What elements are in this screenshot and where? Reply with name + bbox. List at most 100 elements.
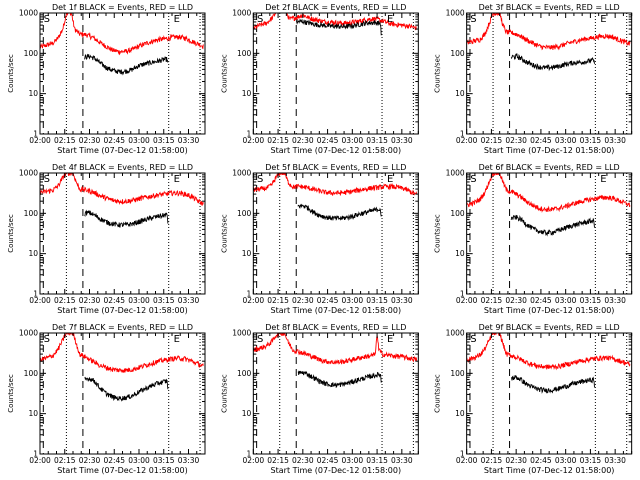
series-events [510,53,595,72]
x-axis-label: Start Time (07-Dec-12 01:58:00) [271,146,402,155]
x-tick-label: 02:45 [317,296,339,305]
x-tick-label: 02:15 [267,296,289,305]
y-tick-label: 1 [247,290,252,299]
y-tick-label: 10 [455,89,465,98]
x-tick-label: 02:30 [292,456,314,465]
x-tick-label: 02:45 [530,136,552,145]
x-tick-label: 02:45 [103,136,125,145]
start-marker: S [470,174,476,185]
y-tick-label: 100 [237,209,252,218]
chart-title: Det 1f BLACK = Events, RED = LLD [52,3,193,12]
x-axis-label: Start Time (07-Dec-12 01:58:00) [484,466,615,475]
chart-title: Det 3f BLACK = Events, RED = LLD [479,3,620,12]
x-tick-label: 02:45 [103,296,125,305]
x-tick-label: 02:30 [292,296,314,305]
y-tick-label: 100 [450,49,465,58]
x-tick-label: 02:15 [54,136,76,145]
y-tick-label: 100 [450,369,465,378]
x-tick-label: 03:30 [178,136,200,145]
x-tick-label: 02:30 [79,456,101,465]
series-events [510,214,595,237]
x-tick-label: 02:45 [530,456,552,465]
plot-frame [466,12,633,135]
y-tick-label: 10 [28,89,38,98]
end-marker: E [600,334,606,345]
y-tick-label: 1 [460,450,465,459]
start-marker: S [470,14,476,25]
x-tick-label: 02:45 [317,456,339,465]
chart-title: Det 7f BLACK = Events, RED = LLD [52,323,193,332]
x-tick-label: 02:30 [292,136,314,145]
x-tick-label: 03:00 [555,456,577,465]
y-tick-label: 100 [237,49,252,58]
plot-frame [252,172,419,295]
start-marker: S [44,14,50,25]
x-tick-label: 02:45 [530,296,552,305]
plot-area [466,333,631,454]
y-axis-label: Counts/sec [434,374,442,413]
x-tick-label: 02:00 [243,296,265,305]
series-events [297,203,382,222]
start-marker: S [44,334,50,345]
plot-frame [252,332,419,455]
y-axis-label: Counts/sec [7,214,15,253]
end-marker: E [387,334,393,345]
x-tick-label: 02:00 [29,296,51,305]
y-tick-label: 100 [450,209,465,218]
chart-panel-7: Det 7f BLACK = Events, RED = LLD Counts/s… [7,323,206,475]
y-tick-label: 1 [460,290,465,299]
x-tick-label: 02:15 [54,296,76,305]
start-marker: S [257,14,263,25]
x-tick-label: 02:30 [505,456,527,465]
series-events [295,18,382,36]
x-tick-label: 03:30 [604,456,626,465]
x-tick-label: 03:30 [604,136,626,145]
x-tick-label: 02:15 [54,456,76,465]
x-tick-label: 02:00 [243,136,265,145]
y-tick-label: 1 [460,130,465,139]
x-tick-label: 03:00 [128,136,150,145]
chart-title: Det 5f BLACK = Events, RED = LLD [265,163,406,172]
x-tick-label: 02:45 [317,136,339,145]
chart-panel-3: Det 3f BLACK = Events, RED = LLD Counts/s… [434,3,633,155]
y-tick-label: 100 [237,369,252,378]
x-tick-label: 03:00 [128,296,150,305]
y-axis-label: Counts/sec [220,374,228,413]
series-lld [253,13,418,31]
chart-panel-8: Det 8f BLACK = Events, RED = LLD Counts/s… [220,323,419,475]
y-tick-label: 10 [28,249,38,258]
y-axis-label: Counts/sec [7,374,15,413]
x-tick-label: 03:15 [366,456,388,465]
plot-area [253,173,418,294]
y-axis-label: Counts/sec [220,214,228,253]
series-lld [466,333,631,371]
plot-area [40,13,204,134]
series-events [84,209,169,228]
y-tick-label: 1000 [446,169,465,178]
y-axis-label: Counts/sec [7,54,15,93]
x-tick-label: 02:00 [29,456,51,465]
x-tick-label: 02:00 [243,456,265,465]
series-events [510,375,595,394]
series-events [84,376,169,402]
y-tick-label: 1000 [446,9,465,18]
x-tick-label: 03:15 [580,136,602,145]
chart-panel-6: Det 6f BLACK = Events, RED = LLD Counts/s… [434,163,633,315]
y-tick-label: 1 [247,450,252,459]
plot-area [40,173,204,294]
series-lld [253,333,418,365]
y-tick-label: 1000 [19,169,38,178]
x-tick-label: 02:15 [481,456,503,465]
y-axis-label: Counts/sec [434,54,442,93]
plot-area [466,173,631,294]
y-tick-label: 1000 [446,329,465,338]
x-tick-label: 03:30 [178,456,200,465]
chart-panel-4: Det 4f BLACK = Events, RED = LLD Counts/s… [7,163,206,315]
x-tick-label: 03:00 [128,456,150,465]
y-tick-label: 1000 [19,9,38,18]
y-tick-label: 10 [455,249,465,258]
series-lld [40,173,204,206]
y-tick-label: 10 [28,409,38,418]
end-marker: E [174,14,180,25]
